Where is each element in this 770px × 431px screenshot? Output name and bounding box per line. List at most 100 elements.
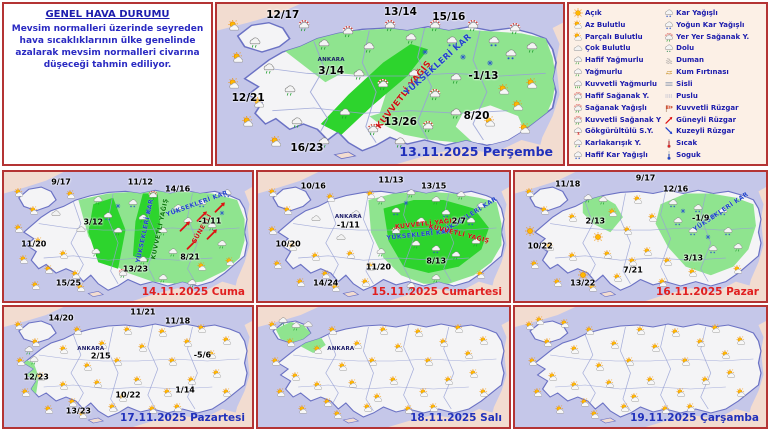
legend-item: Az Bulutlu xyxy=(573,19,662,31)
legend-item: Sıcak xyxy=(664,137,764,149)
map-date: 13.11.2025 Perşembe xyxy=(399,144,553,159)
shower-icon xyxy=(573,91,583,101)
temperature-label: 10/16 xyxy=(300,181,326,191)
forecast-map-wednesday: 19.11.2025 Çarşamba xyxy=(513,305,768,429)
legend-item: Sisli xyxy=(664,78,764,90)
legend-item: Hafif Sağanak Y. xyxy=(573,90,662,102)
temperature-label: 2/13 xyxy=(585,216,606,226)
legend-item: Çok Bulutlu xyxy=(573,43,662,55)
fog-icon xyxy=(664,79,674,89)
sun-icon xyxy=(573,8,583,18)
legend-item: Gökgürültülü S.Y. xyxy=(573,126,662,138)
temperature-label: 16/23 xyxy=(290,142,324,154)
temperature-label: 11/18 xyxy=(165,316,191,326)
legend-item-label: Kuvvetli Rüzgar xyxy=(676,103,739,112)
temperature-label: 2/15 xyxy=(90,351,111,361)
psun2-icon xyxy=(573,32,583,42)
legend-item-label: Güneyli Rüzgar xyxy=(676,115,737,124)
legend-item-label: Çok Bulutlu xyxy=(585,44,631,53)
rain2-icon xyxy=(573,67,583,77)
summary-text: Mevsim normalleri üzerinde seyreden hava… xyxy=(11,24,204,70)
sand-icon xyxy=(664,67,674,77)
temperature-label: 7/21 xyxy=(623,265,643,275)
temperature-label: 10/20 xyxy=(275,239,301,249)
map-date: 14.11.2025 Cuma xyxy=(141,286,245,298)
legend-col-left: Açık Az Bulutlu Parçalı Bulutlu Çok Bulutlu… xyxy=(573,7,662,161)
hail-icon xyxy=(664,43,674,53)
sock-icon xyxy=(664,103,674,113)
legend-item-label: Kuzeyli Rüzgar xyxy=(676,127,735,136)
temperature-label: 9/17 xyxy=(635,173,656,183)
hsnow-icon xyxy=(664,20,674,30)
legend-item: Yer Yer Sağanak Y. xyxy=(664,31,764,43)
temperature-label: 15/25 xyxy=(55,278,82,288)
city-label-ankara: ANKARA xyxy=(334,214,362,221)
cloud-icon xyxy=(573,43,583,53)
temperature-label: 1/14 xyxy=(175,385,195,395)
temperature-label: 11/18 xyxy=(555,179,581,189)
map-date: 17.11.2025 Pazartesi xyxy=(120,412,245,424)
forecast-map-monday: 14/20 11/21 11/18 2/15 12/23 -5/6 1/14 10/22 13/… xyxy=(2,305,254,429)
turkey-map-graphic xyxy=(258,307,509,427)
legend-item: Hafif Kar Yağışlı xyxy=(573,149,662,161)
legend-item: Kuvvetli Sağanak Y xyxy=(573,114,662,126)
forecast-map-saturday: 10/16 11/13 13/15 -1/11 10/20 2/7 8/13 11/20 14/… xyxy=(256,170,511,303)
shower-icon xyxy=(573,103,583,113)
thermo-hot-icon xyxy=(664,138,674,148)
temperature-label: 14/24 xyxy=(313,278,339,288)
legend-item-label: Kar Yağışlı xyxy=(676,8,718,17)
legend-item-label: Duman xyxy=(676,56,704,65)
turkey-map-graphic xyxy=(258,172,509,301)
legend-item-label: Puslu xyxy=(676,91,698,100)
temperature-label: 13/26 xyxy=(383,116,417,129)
map-date: 19.11.2025 Çarşamba xyxy=(630,412,759,424)
temperature-label: -1/11 xyxy=(336,220,360,230)
temperature-label: -1/11 xyxy=(198,216,222,226)
legend-item: Sağanak Yağışlı xyxy=(573,102,662,114)
arrow-red-icon xyxy=(664,115,674,125)
turkey-map-graphic xyxy=(4,307,252,427)
legend-item: Açık xyxy=(573,7,662,19)
temperature-label: 13/23 xyxy=(122,264,149,274)
legend-item-label: Sisli xyxy=(676,79,693,88)
legend-item: Yağmurlu xyxy=(573,66,662,78)
legend-item: Parçalı Bulutlu xyxy=(573,31,662,43)
legend-item-label: Hafif Yağmurlu xyxy=(585,56,644,65)
legend-item-label: Açık xyxy=(585,8,602,17)
legend-item: Puslu xyxy=(664,90,764,102)
legend-item: Yoğun Kar Yağışlı xyxy=(664,19,764,31)
temperature-label: 13/22 xyxy=(570,278,596,288)
legend-item: Soguk xyxy=(664,149,764,161)
temperature-label: 8/13 xyxy=(426,256,447,266)
legend-item: Hafif Yağmurlu xyxy=(573,54,662,66)
scshower-icon xyxy=(664,32,674,42)
turkey-map-graphic xyxy=(515,307,766,427)
legend-item-label: Yağmurlu xyxy=(585,68,623,77)
forecast-map-tuesday: ANKARA 18.11.2025 Salı xyxy=(256,305,511,429)
legend-item: Kar Yağışlı xyxy=(664,7,764,19)
legend-item-label: Sıcak xyxy=(676,139,698,148)
temperature-label: 12/23 xyxy=(23,372,49,382)
temperature-label: 11/13 xyxy=(378,175,404,185)
city-label-ankara: ANKARA xyxy=(77,346,105,352)
forecast-map-thursday: 12/17 13/14 15/16 3/14 12/21 -1/13 13/26 8/20 16… xyxy=(215,2,565,166)
general-weather-summary: GENEL HAVA DURUMU Mevsim normalleri üzer… xyxy=(2,2,213,166)
legend-col-right: Kar Yağışlı Yoğun Kar Yağışlı Yer Yer Sağa… xyxy=(664,7,764,161)
thunder-icon xyxy=(573,126,583,136)
turkey-map-graphic xyxy=(217,4,563,164)
temperature-label: 15/16 xyxy=(432,10,466,23)
legend-item: Kuvvetli Rüzgar xyxy=(664,102,764,114)
legend-item: Kuzeyli Rüzgar xyxy=(664,126,764,138)
haze-icon xyxy=(664,91,674,101)
temperature-label: 8/21 xyxy=(180,252,200,262)
temperature-label: 3/12 xyxy=(83,217,104,227)
temperature-label: 10/22 xyxy=(527,241,553,251)
arrow-blue-icon xyxy=(664,126,674,136)
temperature-label: 13/23 xyxy=(65,406,91,416)
legend-item-label: Kuvvetli Yağmurlu xyxy=(585,79,658,88)
temperature-label: 13/14 xyxy=(383,6,417,18)
legend-item-label: Hafif Kar Yağışlı xyxy=(585,151,648,160)
map-date: 15.11.2025 Cumartesi xyxy=(371,286,502,298)
smoke-icon xyxy=(664,55,674,65)
